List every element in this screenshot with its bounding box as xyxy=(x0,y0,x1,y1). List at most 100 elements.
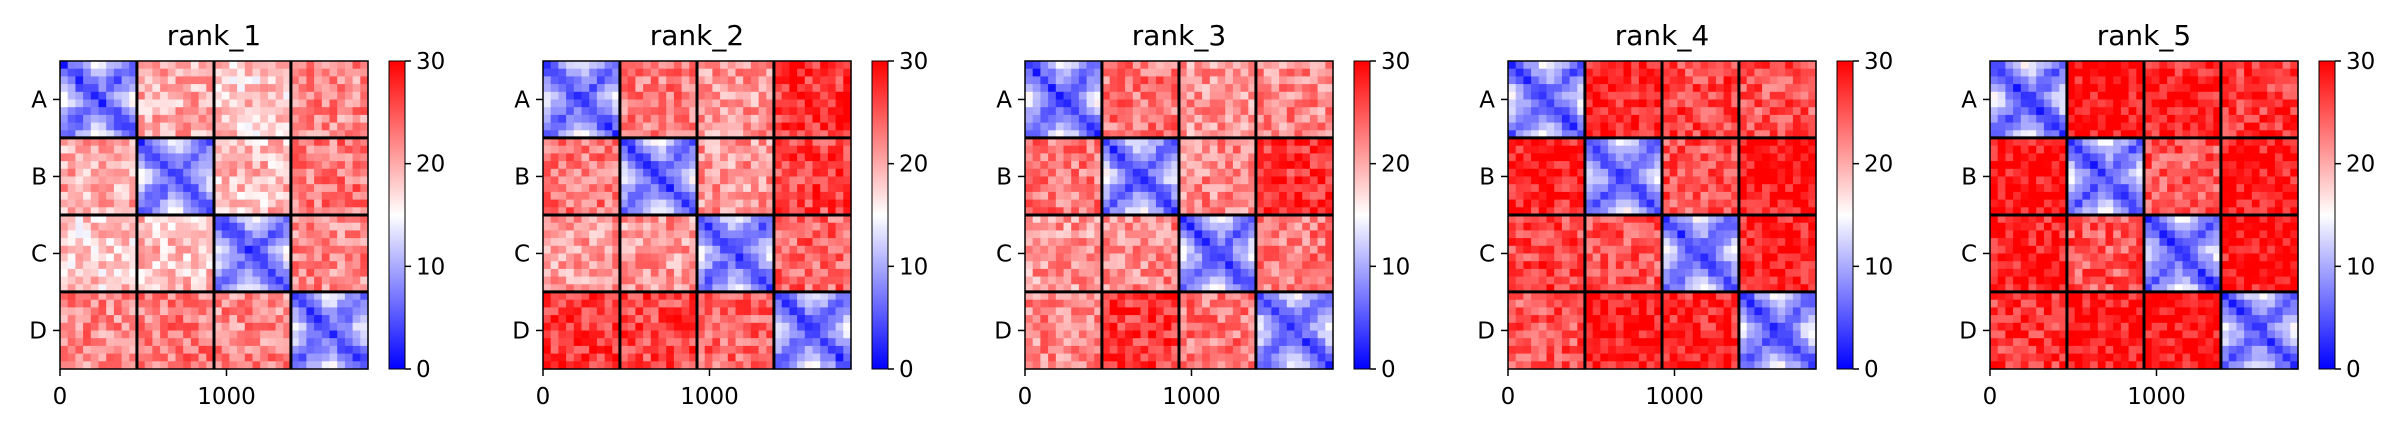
heatmap-cell xyxy=(758,307,767,316)
heatmap-cell xyxy=(804,76,814,85)
heatmap-cell xyxy=(758,261,767,270)
heatmap-cell xyxy=(1202,61,1211,70)
heatmap-cell xyxy=(291,99,300,108)
heatmap-cell xyxy=(298,261,307,270)
heatmap-cell xyxy=(267,153,277,162)
heatmap-cell xyxy=(1286,130,1296,139)
heatmap-cell xyxy=(650,99,660,108)
heatmap-cell xyxy=(244,107,254,116)
heatmap-cell xyxy=(743,91,752,101)
heatmap-cell xyxy=(252,176,261,185)
heatmap-cell xyxy=(1325,268,1334,278)
heatmap-cell xyxy=(666,330,675,339)
heatmap-cell xyxy=(620,322,629,332)
heatmap-cell xyxy=(229,199,238,208)
heatmap-cell xyxy=(60,361,69,370)
heatmap-cell xyxy=(360,114,369,124)
heatmap-cell xyxy=(673,99,683,108)
heatmap-cell xyxy=(67,230,76,239)
heatmap-cell xyxy=(735,330,744,339)
heatmap-cell xyxy=(137,99,146,108)
heatmap-cell xyxy=(175,91,184,101)
heatmap-cell xyxy=(214,114,223,124)
heatmap-cell xyxy=(1217,76,1226,85)
heatmap-cell xyxy=(666,284,675,293)
heatmap-cell xyxy=(244,68,254,77)
heatmap-cell xyxy=(1063,215,1072,224)
heatmap-cell xyxy=(735,114,744,124)
heatmap-cell xyxy=(658,145,667,154)
heatmap-cell xyxy=(758,168,767,178)
heatmap-cell xyxy=(1631,68,1640,77)
heatmap-cell xyxy=(1071,215,1080,224)
heatmap-cell xyxy=(543,145,552,154)
heatmap-cell xyxy=(835,253,844,262)
heatmap-cell xyxy=(175,253,184,262)
heatmap-cell xyxy=(352,345,361,355)
heatmap-cell xyxy=(1148,315,1157,324)
heatmap-cell xyxy=(589,207,598,216)
heatmap-cell xyxy=(60,322,69,332)
heatmap-cell xyxy=(144,130,153,139)
heatmap-cell xyxy=(1109,215,1118,224)
heatmap-cell xyxy=(83,145,92,154)
heatmap-cell xyxy=(298,345,307,355)
heatmap-cell xyxy=(635,153,644,162)
heatmap-cell xyxy=(835,114,844,124)
heatmap-cell xyxy=(1240,345,1249,355)
heatmap-cell xyxy=(267,322,277,332)
heatmap-cell xyxy=(129,338,138,347)
heatmap-cell xyxy=(774,322,783,332)
heatmap-cell xyxy=(620,168,629,178)
heatmap-cell xyxy=(1086,191,1095,201)
heatmap-cell xyxy=(1256,284,1265,293)
heatmap-cell xyxy=(573,76,583,85)
heatmap-cell xyxy=(152,84,161,93)
heatmap-cell xyxy=(789,353,798,362)
heatmap-cell xyxy=(712,322,721,332)
heatmap-cell xyxy=(229,345,238,355)
heatmap-cell xyxy=(1148,284,1157,293)
heatmap-cell xyxy=(1086,353,1095,362)
heatmap-cell xyxy=(98,215,107,224)
heatmap-cell xyxy=(183,353,192,362)
heatmap-cell xyxy=(627,361,636,370)
heatmap-cell xyxy=(1279,76,1288,85)
heatmap-cell xyxy=(137,184,146,193)
heatmap-cell xyxy=(820,261,829,270)
heatmap-cell xyxy=(67,345,76,355)
heatmap-cell xyxy=(1608,68,1617,77)
heatmap-cell xyxy=(689,253,698,262)
heatmap-cell xyxy=(275,207,284,216)
heatmap-cell xyxy=(1202,361,1211,370)
heatmap-cell xyxy=(697,199,706,208)
heatmap-cell xyxy=(190,99,200,108)
heatmap-cell xyxy=(175,114,184,124)
heatmap-cell xyxy=(650,145,660,154)
heatmap-cell xyxy=(1538,76,1548,85)
heatmap-cell xyxy=(252,292,261,301)
heatmap-cell xyxy=(1086,184,1095,193)
heatmap-cell xyxy=(620,84,629,93)
heatmap-cell xyxy=(1209,338,1219,347)
heatmap-cell xyxy=(221,353,230,362)
heatmap-cell xyxy=(827,207,837,216)
heatmap-cell xyxy=(750,199,760,208)
heatmap-cell xyxy=(1225,230,1234,239)
heatmap-cell xyxy=(797,130,806,139)
heatmap-cell xyxy=(720,199,729,208)
heatmap-cell xyxy=(229,191,238,201)
heatmap-cell xyxy=(206,84,215,93)
heatmap-cell xyxy=(321,99,331,108)
heatmap-cell xyxy=(260,245,269,255)
heatmap-cell xyxy=(337,99,346,108)
heatmap-cell xyxy=(596,292,606,301)
heatmap-cell xyxy=(1692,61,1702,70)
heatmap-cell xyxy=(681,353,690,362)
heatmap-cell xyxy=(1086,230,1095,239)
heatmap-cell xyxy=(1140,322,1149,332)
heatmap-cell xyxy=(1032,184,1041,193)
heatmap-cell xyxy=(267,353,277,362)
heatmap-cell xyxy=(743,161,752,170)
heatmap-cell xyxy=(727,307,737,316)
